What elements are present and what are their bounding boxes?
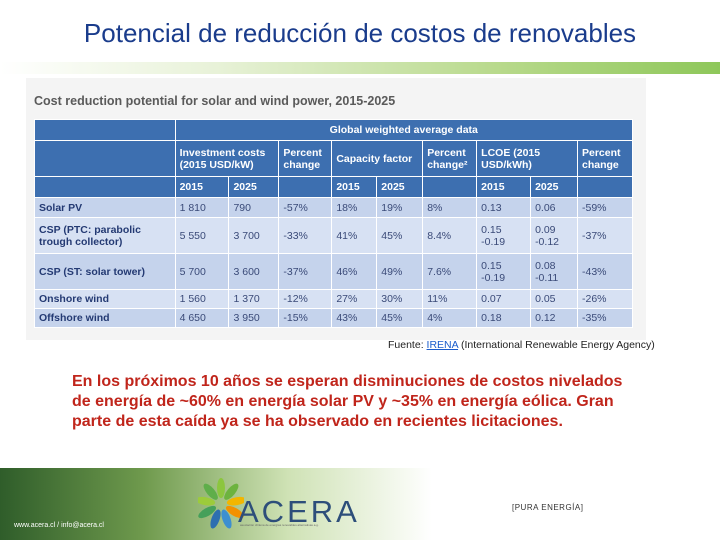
cell: 0.18 (476, 308, 532, 328)
title-gradient-bar (0, 62, 720, 74)
cell: 49% (376, 253, 424, 290)
cell: 30% (376, 289, 424, 309)
source-suffix: (International Renewable Energy Agency) (458, 339, 655, 351)
cell: 27% (331, 289, 378, 309)
cost-reduction-table: Global weighted average data Investment … (34, 119, 634, 328)
cell: 5 550 (174, 217, 230, 254)
cell: 790 (228, 197, 280, 218)
cell: 5 700 (174, 253, 230, 290)
table-row: CSP (ST: solar tower) 5 700 3 600 -37% 4… (34, 253, 634, 290)
acera-logo-text: ACERA (238, 494, 360, 529)
cell: 1 370 (228, 289, 280, 309)
header-percent-change: Percent change (576, 140, 634, 177)
header-year: 2025 (376, 176, 424, 198)
cell: 46% (331, 253, 378, 290)
cell: 45% (376, 217, 424, 254)
row-label: Offshore wind (34, 308, 176, 328)
cell: 43% (331, 308, 378, 328)
table-row: Offshore wind 4 650 3 950 -15% 43% 45% 4… (34, 308, 634, 328)
header-blank (422, 176, 478, 198)
cell: 0.06 (530, 197, 578, 218)
cell: 3 950 (228, 308, 280, 328)
header-capacity-factor: Capacity factor (331, 140, 424, 177)
slide-title: Potencial de reducción de costos de reno… (83, 18, 637, 48)
cell: 1 560 (174, 289, 230, 309)
table-heading: Cost reduction potential for solar and w… (34, 94, 396, 108)
cell: 7.6% (422, 253, 478, 290)
row-label: CSP (ST: solar tower) (34, 253, 176, 290)
cell: -12% (278, 289, 333, 309)
cell: 0.05 (530, 289, 578, 309)
header-year: 2015 (174, 176, 230, 198)
cell: 3 600 (228, 253, 280, 290)
cell: 0.15 -0.19 (476, 217, 532, 254)
footer-banner (0, 468, 720, 540)
header-year: 2015 (331, 176, 378, 198)
acera-logo-subtitle: asociación chilena de energías renovable… (240, 523, 319, 527)
cell: 0.15 -0.19 (476, 253, 532, 290)
header-blank (278, 176, 333, 198)
cell: 4 650 (174, 308, 230, 328)
table-row: CSP (PTC: parabolic trough collector) 5 … (34, 217, 634, 254)
cell: 0.12 (530, 308, 578, 328)
header-percent-change: Percent change (278, 140, 333, 177)
cell: -33% (278, 217, 333, 254)
cell: -37% (278, 253, 333, 290)
cell: 1 810 (174, 197, 230, 218)
summary-text: En los próximos 10 años se esperan dismi… (72, 373, 623, 430)
cell: 0.07 (476, 289, 532, 309)
cell: 3 700 (228, 217, 280, 254)
cell: 19% (376, 197, 424, 218)
acera-sun-icon (198, 478, 244, 529)
header-blank (34, 119, 176, 141)
cell: 8.4% (422, 217, 478, 254)
header-blank (34, 176, 176, 198)
cell: 0.09 -0.12 (530, 217, 578, 254)
footer-tagline: [PURA ENERGÍA] (512, 503, 584, 512)
row-label: Solar PV (34, 197, 176, 218)
source-note: Fuente: IRENA (International Renewable E… (388, 339, 655, 351)
row-label: CSP (PTC: parabolic trough collector) (34, 217, 176, 254)
header-year: 2015 (476, 176, 532, 198)
header-year: 2025 (228, 176, 280, 198)
cell: -15% (278, 308, 333, 328)
header-percent-change: Percent change² (422, 140, 478, 177)
cell: 0.13 (476, 197, 532, 218)
table-row: Onshore wind 1 560 1 370 -12% 27% 30% 11… (34, 289, 634, 309)
row-label: Onshore wind (34, 289, 176, 309)
super-header: Global weighted average data (174, 119, 634, 141)
cell: 0.08 -0.11 (530, 253, 578, 290)
cell: 45% (376, 308, 424, 328)
cell: 11% (422, 289, 478, 309)
header-year: 2025 (530, 176, 578, 198)
cell: -57% (278, 197, 333, 218)
header-investment-costs: Investment costs (2015 USD/kW) (174, 140, 280, 177)
cell: 4% (422, 308, 478, 328)
cell: -26% (576, 289, 634, 309)
cell: -43% (576, 253, 634, 290)
source-prefix: Fuente: (388, 339, 427, 351)
footer-contact: www.acera.cl / info@acera.cl (14, 522, 104, 529)
header-lcoe: LCOE (2015 USD/kWh) (476, 140, 578, 177)
irena-link[interactable]: IRENA (426, 339, 459, 351)
cell: 41% (331, 217, 378, 254)
table-row: Solar PV 1 810 790 -57% 18% 19% 8% 0.13 … (34, 197, 634, 218)
header-blank (576, 176, 634, 198)
header-blank (34, 140, 176, 177)
cell: 8% (422, 197, 478, 218)
cell: 18% (331, 197, 378, 218)
cell: -37% (576, 217, 634, 254)
cell: -35% (576, 308, 634, 328)
cell: -59% (576, 197, 634, 218)
